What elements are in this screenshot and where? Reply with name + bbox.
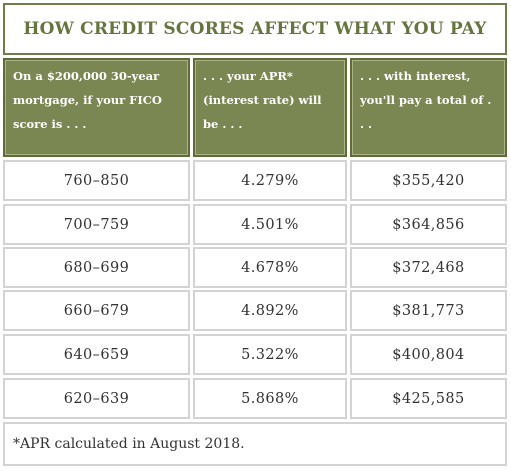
table-cell: 700–759: [3, 204, 190, 245]
column-header: . . . your APR* (interest rate) will be …: [193, 58, 347, 157]
table-cell: 4.501%: [193, 204, 347, 245]
table-cell: $425,585: [350, 378, 507, 419]
table-cell: 5.868%: [193, 378, 347, 419]
table-cell: 5.322%: [193, 334, 347, 375]
table-cell: 760–850: [3, 160, 190, 201]
table-cell: $381,773: [350, 290, 507, 331]
table-cell: 4.892%: [193, 290, 347, 331]
table-cell: $372,468: [350, 247, 507, 288]
footnote: *APR calculated in August 2018.: [3, 422, 507, 466]
table-cell: 620–639: [3, 378, 190, 419]
table-cell: $400,804: [350, 334, 507, 375]
table-cell: 4.678%: [193, 247, 347, 288]
title: HOW CREDIT SCORES AFFECT WHAT YOU PAY: [3, 3, 507, 55]
table-cell: $355,420: [350, 160, 507, 201]
table-cell: 640–659: [3, 334, 190, 375]
column-header: On a $200,000 30-year mortgage, if your …: [3, 58, 190, 157]
table-cell: 680–699: [3, 247, 190, 288]
column-header: . . . with interest, you'll pay a total …: [350, 58, 507, 157]
table-cell: $364,856: [350, 204, 507, 245]
table-cell: 660–679: [3, 290, 190, 331]
table-cell: 4.279%: [193, 160, 347, 201]
